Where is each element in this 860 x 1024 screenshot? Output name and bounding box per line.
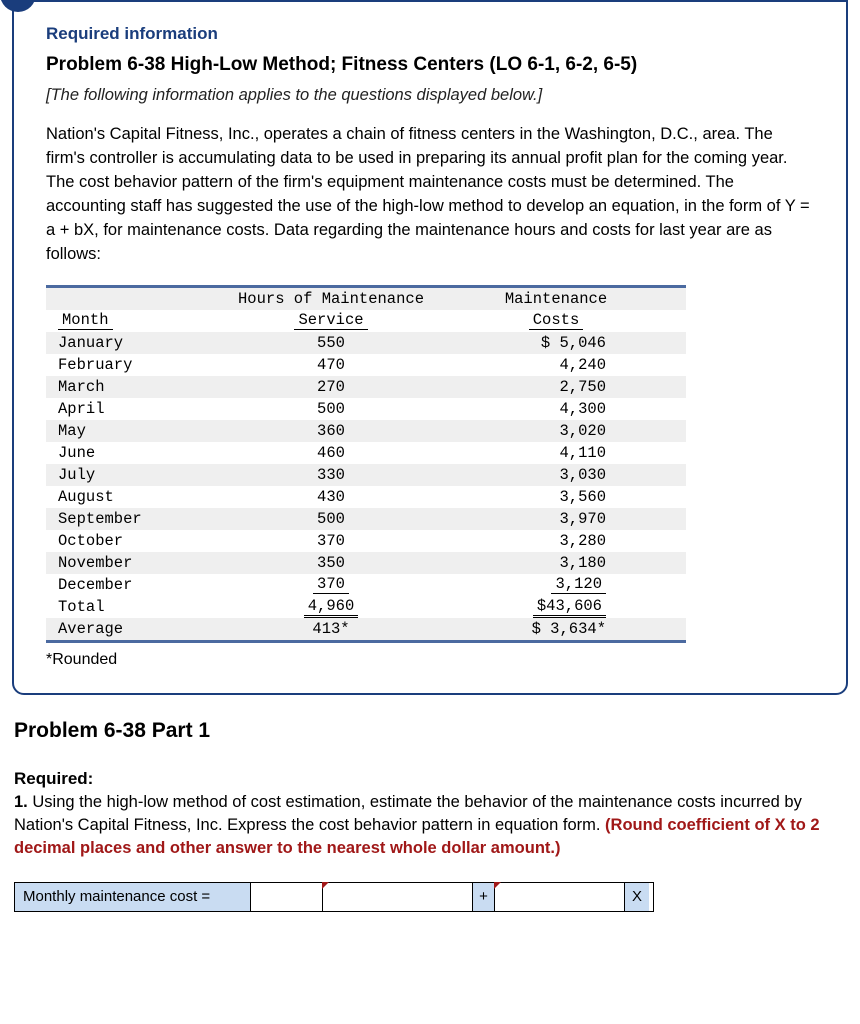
- variable-cost-input[interactable]: [495, 883, 625, 911]
- table-header-row-2: Month Service Costs: [46, 310, 686, 332]
- fixed-cost-input[interactable]: [323, 883, 473, 911]
- col-hours-header-1: Hours of Maintenance: [216, 290, 446, 308]
- table-row: July3303,030: [46, 464, 686, 486]
- table-average-row: Average 413* $ 3,634*: [46, 618, 686, 640]
- maintenance-table: Hours of Maintenance Maintenance Month S…: [46, 285, 686, 643]
- table-row: November3503,180: [46, 552, 686, 574]
- required-info-heading: Required information: [46, 24, 814, 44]
- table-row: August4303,560: [46, 486, 686, 508]
- col-costs-header-2: Costs: [529, 311, 584, 330]
- table-row: May3603,020: [46, 420, 686, 442]
- table-row: February4704,240: [46, 354, 686, 376]
- table-total-row: Total 4,960 $43,606: [46, 596, 686, 618]
- plus-symbol: +: [473, 883, 495, 911]
- table-row: January550$ 5,046: [46, 332, 686, 354]
- answer-label: Monthly maintenance cost =: [15, 883, 251, 911]
- table-row: September5003,970: [46, 508, 686, 530]
- table-footnote: *Rounded: [46, 651, 814, 669]
- answer-row: Monthly maintenance cost = + X: [14, 882, 654, 912]
- question-1: 1. Using the high-low method of cost est…: [14, 791, 846, 860]
- table-row: April5004,300: [46, 398, 686, 420]
- table-row: June4604,110: [46, 442, 686, 464]
- col-costs-header-1: Maintenance: [446, 290, 666, 308]
- problem-title: Problem 6-38 High-Low Method; Fitness Ce…: [46, 54, 814, 76]
- problem-paragraph: Nation's Capital Fitness, Inc., operates…: [46, 123, 814, 267]
- x-symbol: X: [625, 883, 649, 911]
- col-hours-header-2: Service: [294, 311, 367, 330]
- table-row: March2702,750: [46, 376, 686, 398]
- table-header-row-1: Hours of Maintenance Maintenance: [46, 288, 686, 310]
- table-row: December3703,120: [46, 574, 686, 596]
- table-row: October3703,280: [46, 530, 686, 552]
- required-info-box: Required information Problem 6-38 High-L…: [12, 0, 848, 695]
- part-title: Problem 6-38 Part 1: [14, 719, 846, 743]
- answer-spacer: [251, 883, 323, 911]
- col-month-header: Month: [58, 311, 113, 330]
- context-note: [The following information applies to th…: [46, 86, 814, 105]
- required-label: Required:: [14, 769, 846, 789]
